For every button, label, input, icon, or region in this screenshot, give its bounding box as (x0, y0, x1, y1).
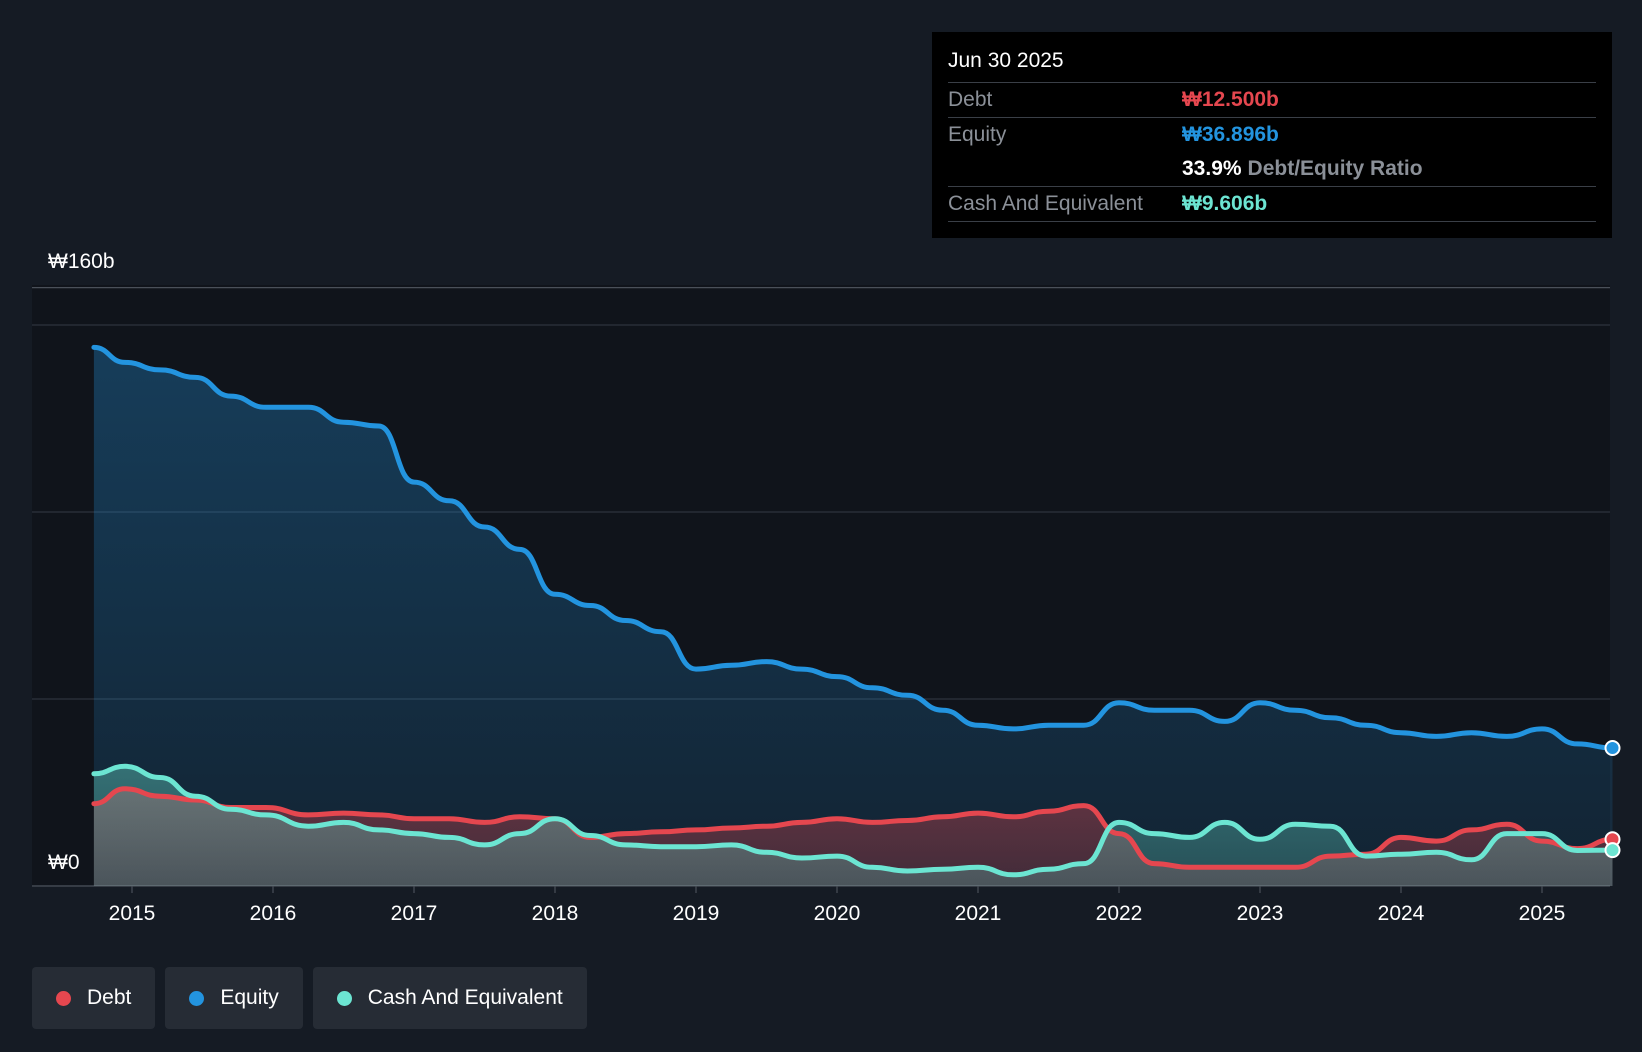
tooltip-cash-value: ₩9.606b (1182, 192, 1268, 215)
x-tick-label-2022: 2022 (1096, 902, 1143, 925)
x-tick-label-2018: 2018 (532, 902, 579, 925)
legend-equity-label: Equity (220, 986, 279, 1009)
cash-and-equivalent-line (91, 763, 1615, 878)
series-lines (91, 344, 1615, 878)
tooltip-debt-label: Debt (948, 88, 993, 111)
equity-end-marker (1604, 739, 1621, 756)
legend-item-equity[interactable]: Equity (165, 967, 303, 1029)
x-tick-label-2019: 2019 (673, 902, 720, 925)
x-tick-label-2020: 2020 (814, 902, 861, 925)
legend-cash-dot-icon (336, 990, 352, 1006)
cash-and-equivalent-area (93, 766, 1613, 886)
data-tooltip: Jun 30 2025 Debt ₩12.500b Equity ₩36.896… (932, 32, 1612, 238)
x-tick-label-2024: 2024 (1378, 902, 1425, 925)
legend-item-cash[interactable]: Cash And Equivalent (312, 967, 587, 1029)
x-tick-label-2021: 2021 (955, 902, 1002, 925)
x-tick-label-2023: 2023 (1237, 902, 1284, 925)
x-tick-label-2016: 2016 (250, 902, 297, 925)
tooltip-cash-label: Cash And Equivalent (948, 192, 1143, 215)
tooltip-row-debt: Debt ₩12.500b (948, 83, 1596, 118)
legend-debt-dot-icon (56, 990, 71, 1006)
tooltip-equity-value: ₩36.896b (1182, 123, 1279, 146)
x-axis-ticks: 2015 2016 2017 2018 2019 2020 2021 2022 2023 2024… (109, 886, 1566, 925)
cash-and-equivalent-end-marker (1604, 842, 1621, 859)
chart-legend: Debt Equity Cash And Equivalent (32, 967, 587, 1029)
tooltip-ratio-label: Debt/Equity Ratio (1247, 157, 1423, 180)
equity-area (93, 347, 1613, 886)
tooltip-ratio-value: 33.9% (1182, 157, 1242, 180)
tooltip-equity-label: Equity (948, 123, 1007, 146)
series-end-markers (1604, 739, 1621, 859)
legend-debt-label: Debt (87, 986, 132, 1009)
legend-equity-dot-icon (189, 990, 205, 1006)
y-axis-top-label: ₩160b (48, 250, 115, 273)
tooltip-row-cash: Cash And Equivalent ₩9.606b (948, 187, 1596, 222)
x-tick-label-2025: 2025 (1519, 902, 1566, 925)
legend-item-debt[interactable]: Debt (32, 967, 156, 1029)
x-tick-label-2017: 2017 (391, 902, 438, 925)
tooltip-row-equity: Equity ₩36.896b (948, 118, 1596, 152)
tooltip-date: Jun 30 2025 (948, 46, 1596, 83)
series-areas (93, 347, 1613, 886)
y-axis-bottom-label: ₩0 (48, 851, 80, 874)
x-tick-label-2015: 2015 (109, 902, 156, 925)
tooltip-debt-value: ₩12.500b (1182, 88, 1279, 111)
tooltip-row-ratio: 33.9% Debt/Equity Ratio (948, 152, 1596, 187)
legend-cash-label: Cash And Equivalent (367, 986, 563, 1009)
equity-line (91, 344, 1615, 751)
